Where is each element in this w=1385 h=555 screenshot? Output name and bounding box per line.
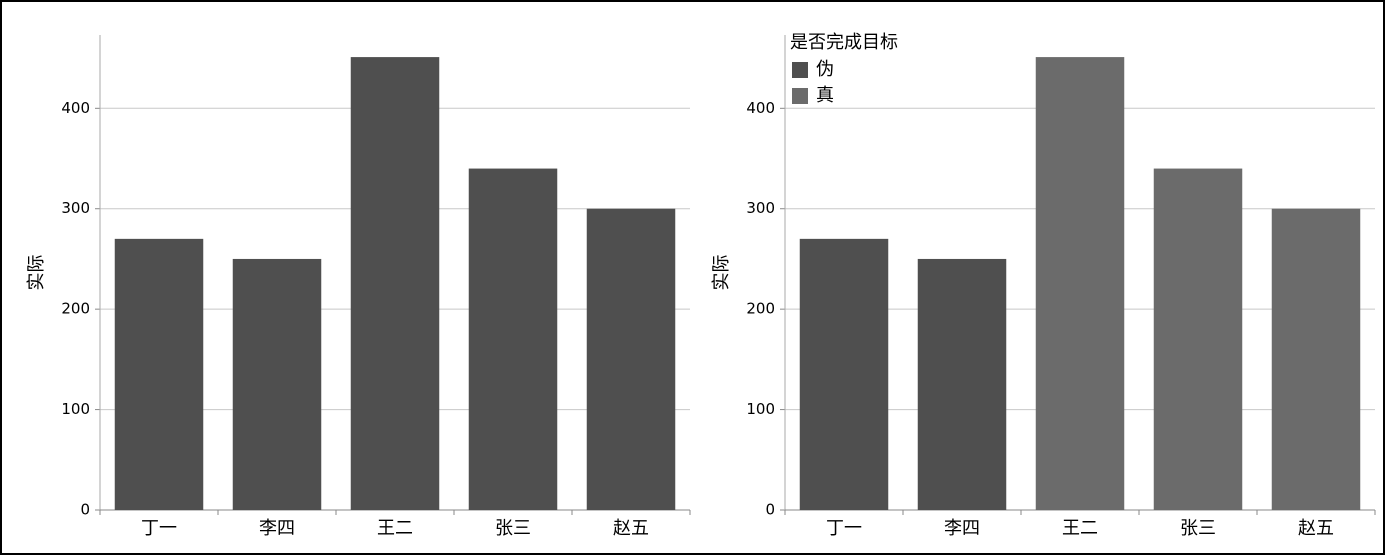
bar xyxy=(350,57,440,511)
bar xyxy=(586,208,676,510)
y-tick-label: 0 xyxy=(80,501,90,519)
x-tick-label: 丁一 xyxy=(141,518,177,539)
x-tick-label: 赵五 xyxy=(1298,518,1334,539)
legend-swatch xyxy=(792,62,808,78)
y-tick-label: 400 xyxy=(61,99,90,117)
y-axis-label: 实际 xyxy=(711,255,732,291)
x-tick-label: 张三 xyxy=(495,518,531,539)
bar xyxy=(799,238,889,511)
x-tick-label: 李四 xyxy=(259,518,295,539)
bar xyxy=(468,168,558,510)
bar xyxy=(1035,57,1125,511)
legend-label: 真 xyxy=(816,85,834,106)
y-axis-label: 实际 xyxy=(26,255,47,291)
bar xyxy=(917,258,1007,510)
legend-swatch xyxy=(792,88,808,104)
y-tick-label: 400 xyxy=(746,99,775,117)
y-tick-label: 300 xyxy=(61,199,90,217)
legend-label: 伪 xyxy=(816,59,834,80)
x-tick-label: 丁一 xyxy=(826,518,862,539)
x-tick-label: 王二 xyxy=(377,518,413,539)
bar xyxy=(232,258,322,510)
legend-title: 是否完成目标 xyxy=(790,32,898,53)
x-tick-label: 张三 xyxy=(1180,518,1216,539)
y-tick-label: 100 xyxy=(61,400,90,418)
x-tick-label: 李四 xyxy=(944,518,980,539)
y-tick-label: 0 xyxy=(765,501,775,519)
y-tick-label: 200 xyxy=(61,300,90,318)
y-tick-label: 200 xyxy=(746,300,775,318)
x-tick-label: 王二 xyxy=(1062,518,1098,539)
y-tick-label: 300 xyxy=(746,199,775,217)
x-tick-label: 赵五 xyxy=(613,518,649,539)
bar xyxy=(1271,208,1361,510)
bar xyxy=(1153,168,1243,510)
bar xyxy=(114,238,204,511)
y-tick-label: 100 xyxy=(746,400,775,418)
